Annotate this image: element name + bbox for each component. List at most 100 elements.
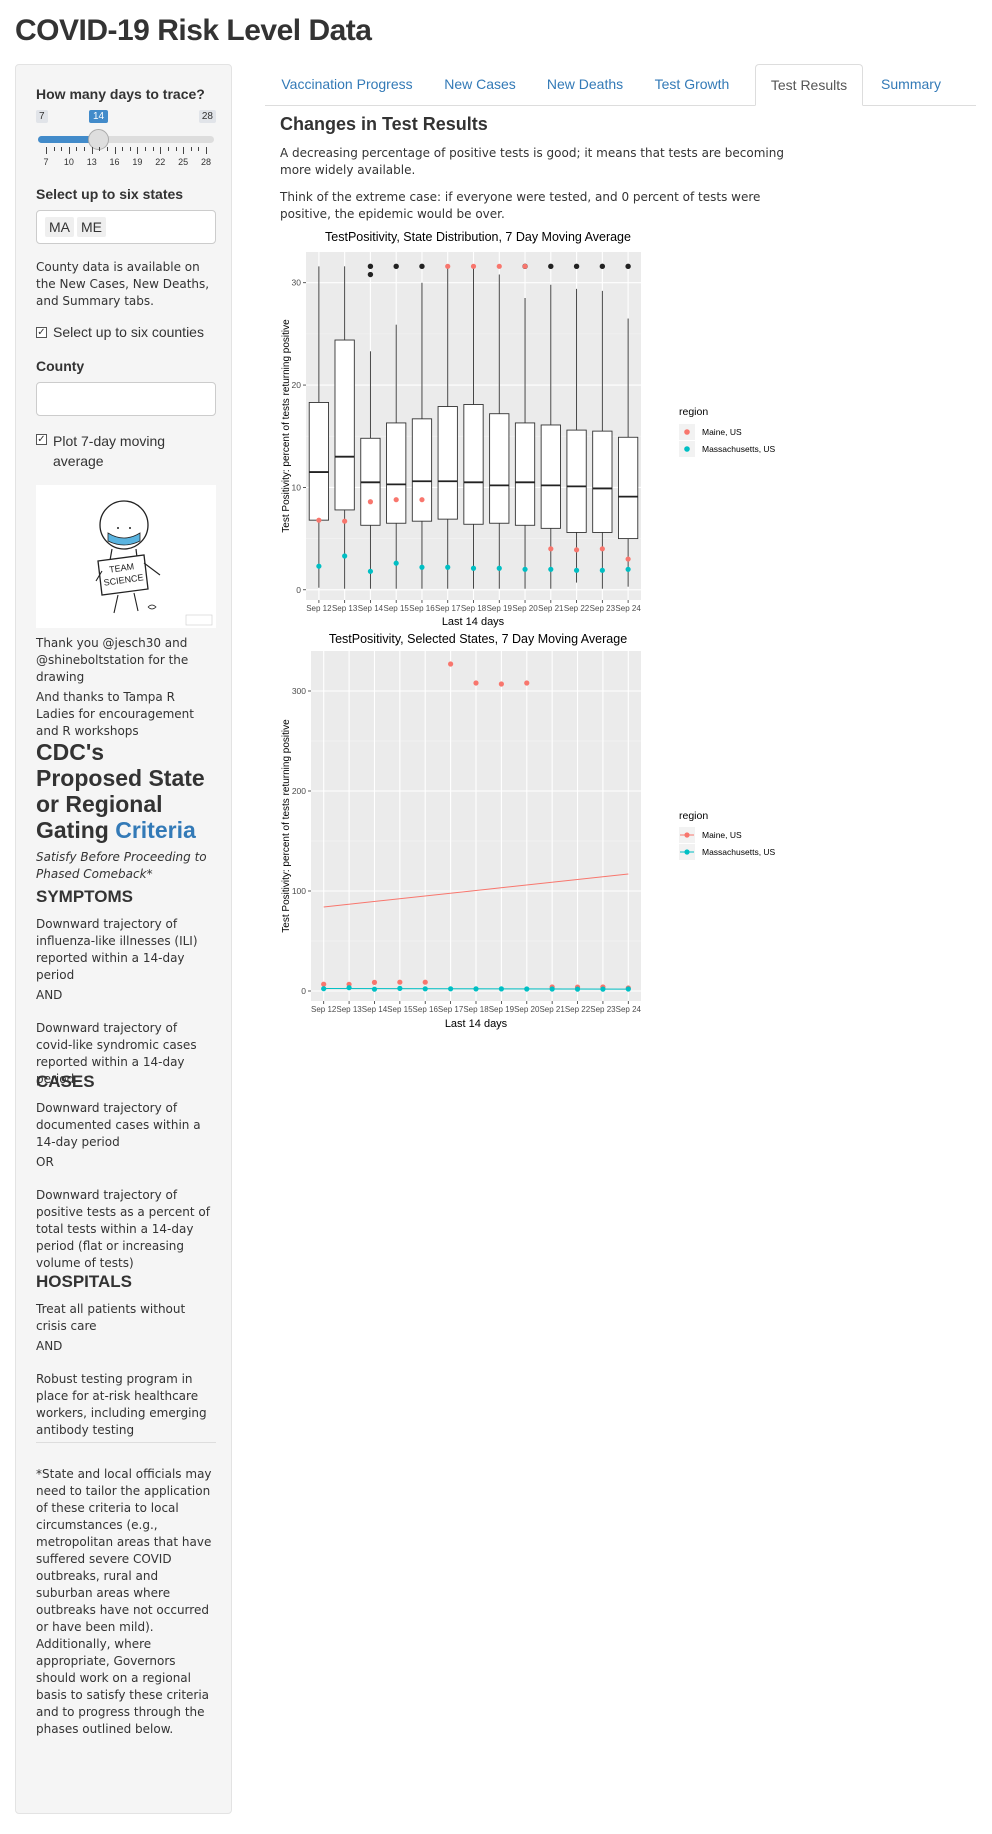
hospitals-item-1: Treat all patients without crisis care [36,1302,186,1333]
box [463,404,484,525]
massachusetts-point [548,566,554,572]
massachusetts-point [367,568,374,574]
scatter-chart: TestPositivity, Selected States, 7 Day M… [281,632,776,1030]
x-tick-label: Sep 14 [362,1005,388,1014]
states-select[interactable]: MA ME [36,210,216,244]
thanks-text-2: And thanks to Tampa R Ladies for encoura… [36,690,194,738]
x-tick-label: Sep 16 [409,604,435,613]
x-tick-label: Sep 23 [590,604,616,613]
slider-major-tick [137,147,139,154]
x-tick-label: Sep 20 [512,604,538,613]
drawing-team-text: TEAM [109,561,135,574]
cdc-heading: CDC's Proposed State or Regional Gating … [36,739,216,843]
tab-vaccination-progress[interactable]: Vaccination Progress [281,76,413,92]
days-slider[interactable]: 7 14 28 7 10 13 16 19 22 25 28 [36,110,216,170]
massachusetts-point [393,560,399,566]
maine-point [473,680,479,686]
x-tick-label: Sep 22 [565,1005,591,1014]
maine-point [367,499,374,505]
maine-point [496,263,502,269]
massachusetts-point [448,986,454,992]
box-outlier [367,271,374,278]
slider-tick-label: 28 [200,157,212,167]
x-tick-label: Sep 17 [438,1005,464,1014]
slider-minor-tick [53,147,55,151]
chart1-x-axis: Sep 12 Sep 13 Sep 14 Sep 15 Sep 16 Sep 17 Sep … [306,600,641,613]
counties-checkbox[interactable]: ✓ [36,327,47,338]
maine-point [321,981,327,987]
criteria-link[interactable]: Criteria [115,817,196,843]
cases-item-1: Downward trajectory of documented cases … [36,1101,201,1149]
tab-new-deaths[interactable]: New Deaths [546,76,624,92]
slider-minor-tick [152,147,154,151]
massachusetts-point [524,986,530,992]
x-tick-label: Sep 21 [539,1005,565,1014]
chart1-title: TestPositivity, State Distribution, 7 Da… [325,230,631,244]
massachusetts-point [625,986,631,992]
box-outlier [393,263,399,270]
chart2-y-axis: 0 100 200 300 [292,686,311,996]
state-chip-me[interactable]: ME [77,217,106,237]
maine-point [371,979,378,985]
moving-avg-checkbox[interactable]: ✓ [36,434,47,445]
x-tick-label: Sep 20 [514,1005,540,1014]
chart2-x-axis: Sep 12 Sep 13 Sep 14 Sep 15 Sep 16 Sep 17 Sep … [311,1001,642,1014]
slider-minor-tick [198,147,200,151]
slider-minor-tick [76,147,78,151]
massachusetts-point [522,566,528,572]
x-tick-label: Sep 12 [306,604,332,613]
state-chip-ma[interactable]: MA [45,217,74,237]
slider-tick-label: 25 [178,157,189,167]
tab-test-results[interactable]: Test Results [755,64,863,106]
y-tick-label: 100 [292,886,306,896]
box-outlier [419,263,425,270]
chart2-legend-dot-maine [684,832,690,838]
slider-handle[interactable] [88,129,109,150]
slider-min-label: 7 [36,110,48,123]
maine-point [342,518,348,524]
slider-minor-tick [106,147,108,151]
x-tick-label: Sep 22 [564,604,590,613]
and-separator-2: AND [36,1339,63,1353]
cdc-subtitle: Satisfy Before Proceeding to Phased Come… [36,850,207,881]
or-separator: OR [36,1155,54,1169]
counties-checkbox-label: Select up to six counties [53,324,204,340]
box [334,339,355,511]
county-input[interactable] [36,382,216,416]
maine-point [524,680,530,686]
intro-paragraph-1: A decreasing percentage of positive test… [280,146,784,177]
chart1-marks [308,263,639,589]
slider-minor-tick [167,147,169,151]
slider-tick-label: 16 [109,157,120,167]
tab-summary[interactable]: Summary [881,76,941,92]
tab-new-cases[interactable]: New Cases [444,76,516,92]
slider-value-label: 14 [89,110,109,123]
massachusetts-point [498,986,504,992]
hospitals-heading: HOSPITALS [36,1272,133,1291]
symptoms-item-2: Downward trajectory of covid-like syndro… [36,1021,197,1086]
symptoms-heading: SYMPTOMS [36,887,133,906]
box [411,418,433,522]
massachusetts-point [573,567,580,573]
x-tick-label: Sep 13 [336,1005,362,1014]
slider-track[interactable] [38,136,214,143]
x-tick-label: Sep 15 [384,604,410,613]
slider-major-tick [206,147,207,154]
team-science-illustration: TEAM SCIENCE [95,500,213,626]
hospitals-item-2: Robust testing program in place for at-r… [36,1372,207,1437]
slider-minor-tick [190,147,192,151]
slider-major-tick [114,147,116,154]
massachusetts-point [470,565,477,571]
symptoms-item-1: Downward trajectory of influenza-like il… [36,917,198,982]
maine-point [448,661,454,667]
slider-max-label: 28 [198,110,216,123]
tab-test-growth[interactable]: Test Growth [654,76,730,92]
x-tick-label: Sep 15 [387,1005,413,1014]
and-separator-1: AND [36,988,63,1002]
maine-point [522,263,528,269]
x-tick-label: Sep 23 [590,1005,616,1014]
footnote: *State and local officials may need to t… [36,1467,212,1736]
sidebar: How many days to trace? 7 14 28 7 10 13 16 1… [15,64,232,1814]
x-tick-label: Sep 12 [311,1005,337,1014]
massachusetts-point [346,985,352,991]
